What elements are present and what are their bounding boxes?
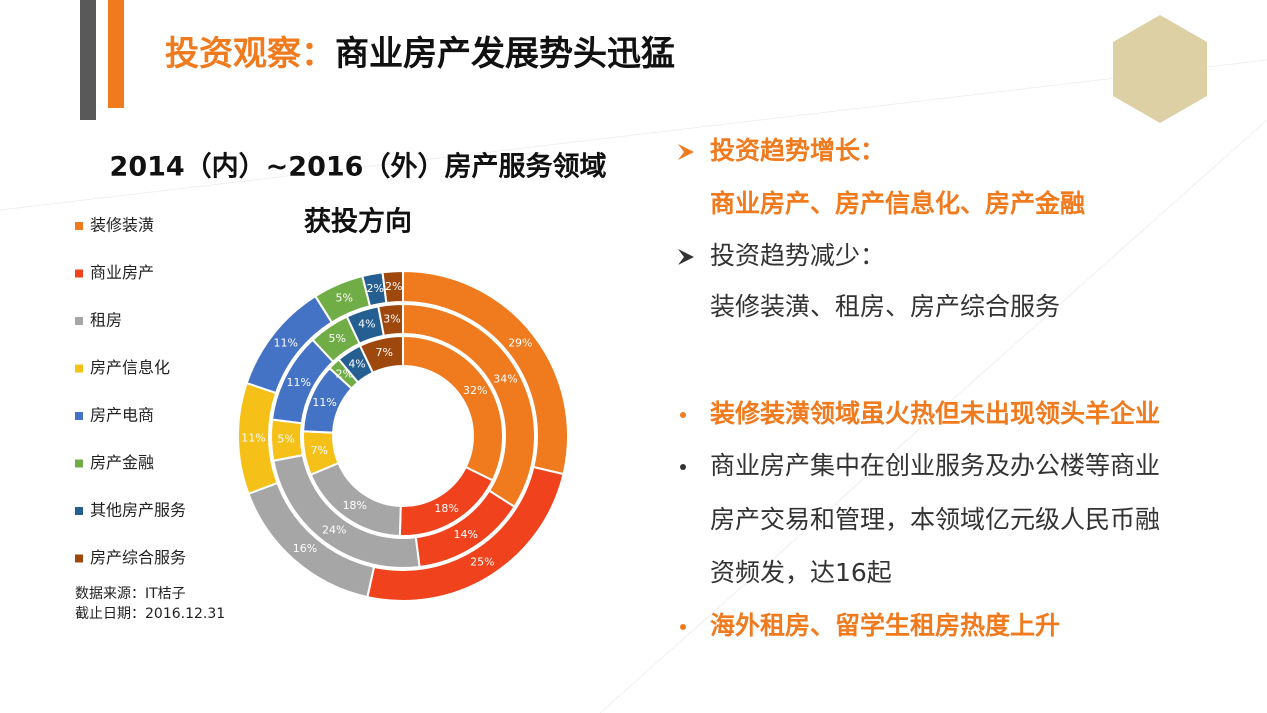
legend-swatch [75, 554, 83, 563]
data-label: 7% [376, 346, 393, 359]
logo [1113, 15, 1207, 123]
chart-title: 2014（内）~2016（外）房产服务领域 [110, 152, 607, 183]
point-text: 商业房产集中在创业服务及办公楼等商业 [710, 451, 1160, 480]
data-label: 29% [508, 336, 532, 349]
data-label: 24% [322, 524, 346, 537]
legend-label: 装修装潢 [90, 216, 154, 235]
legend-swatch [75, 222, 83, 230]
data-label: 34% [493, 373, 517, 386]
point-text: 投资趋势增长： [710, 136, 885, 165]
legend-label: 房产电商 [90, 406, 154, 425]
chart-title: 获投方向 [304, 206, 412, 238]
decor-line [599, 119, 1267, 713]
dot-bullet [680, 624, 686, 630]
data-label: 5% [335, 292, 352, 305]
dot-bullet [680, 412, 686, 418]
title-main: 商业房产发展势头迅猛 [335, 34, 675, 74]
legend-swatch [75, 459, 83, 468]
data-label: 4% [348, 357, 365, 370]
data-label: 7% [311, 444, 328, 457]
legend-label: 商业房产 [90, 263, 154, 282]
point-text: 海外租房、留学生租房热度上升 [710, 611, 1060, 640]
legend-swatch [75, 412, 83, 420]
date-note: 截止日期：2016.12.31 [75, 606, 225, 622]
arrow-bullet [678, 144, 694, 160]
arrow-bullet [678, 249, 694, 265]
legend-label: 租房 [90, 311, 122, 330]
decor-bar [80, 0, 96, 120]
legend-swatch [75, 507, 83, 515]
data-label: 16% [293, 542, 317, 555]
decor-line [0, 59, 1267, 211]
legend-label: 房产综合服务 [90, 548, 186, 567]
donut-segment [381, 269, 404, 305]
data-label: 4% [358, 318, 375, 331]
source-note: 数据来源：IT桔子 [75, 586, 186, 602]
point-text: 资频发，达16起 [710, 558, 892, 587]
point-text: 商业房产、房产信息化、房产金融 [710, 189, 1085, 218]
data-label: 18% [343, 499, 367, 512]
data-label: 11% [273, 336, 297, 349]
decor-bar [108, 0, 124, 108]
legend-label: 房产信息化 [90, 358, 170, 377]
title-accent: 投资观察： [165, 34, 335, 74]
slide-title: 投资观察：商业房产发展势头迅猛 [165, 34, 675, 74]
data-label: 11% [241, 431, 265, 444]
point-text: 装修装潢领域虽火热但未出现领头羊企业 [710, 399, 1160, 428]
data-label: 11% [287, 376, 311, 389]
dot-bullet [680, 464, 686, 470]
donut-segment [358, 334, 404, 375]
point-text: 房产交易和管理，本领域亿元级人民币融 [710, 505, 1160, 534]
legend-label: 其他房产服务 [90, 501, 186, 520]
data-label: 2% [367, 282, 384, 295]
data-label: 5% [277, 433, 294, 446]
data-label: 2% [385, 280, 402, 293]
legend-swatch [75, 317, 83, 325]
point-text: 装修装潢、租房、房产综合服务 [710, 292, 1060, 321]
legend-swatch [75, 364, 83, 373]
data-label: 3% [383, 313, 400, 326]
legend-swatch [75, 269, 83, 278]
data-label: 11% [312, 396, 336, 409]
data-label: 32% [463, 384, 487, 397]
data-label: 18% [434, 502, 458, 515]
data-label: 5% [329, 332, 346, 345]
point-text: 投资趋势减少： [710, 241, 885, 270]
legend-label: 房产金融 [90, 453, 154, 472]
data-label: 25% [470, 556, 494, 569]
donut-segment [377, 302, 404, 337]
data-label: 14% [453, 528, 477, 541]
